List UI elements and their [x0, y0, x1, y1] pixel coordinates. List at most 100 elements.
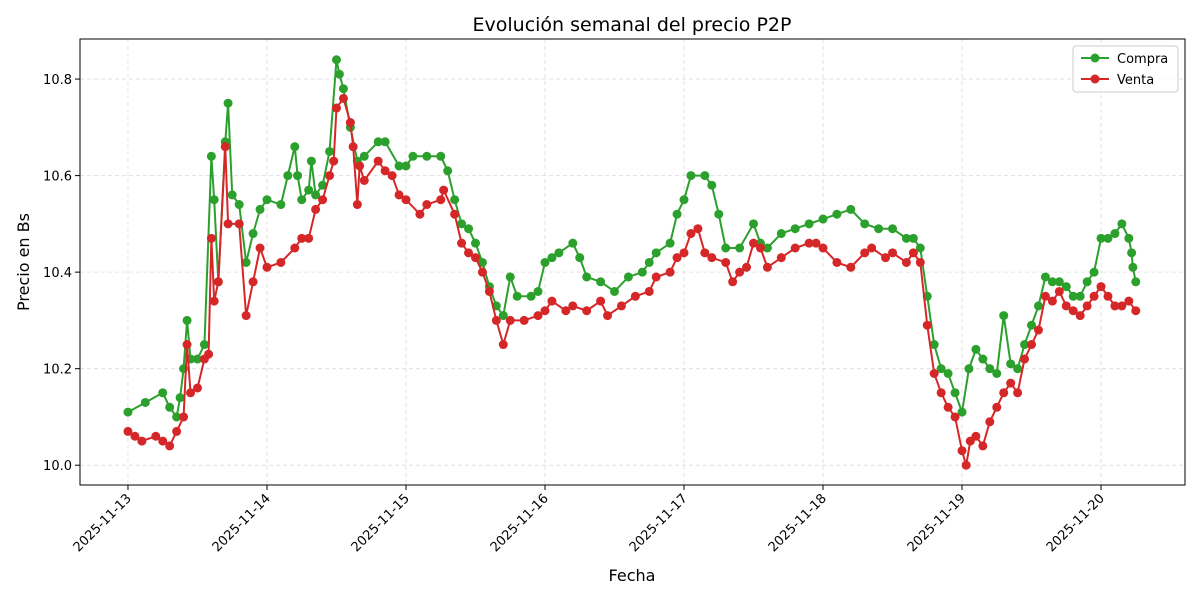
data-point-venta — [846, 262, 856, 272]
data-point-compra — [338, 84, 348, 94]
data-point-compra — [888, 224, 898, 234]
data-point-venta — [450, 209, 460, 219]
data-point-venta — [325, 171, 335, 181]
y-tick-label: 10.0 — [43, 459, 72, 474]
data-point-compra — [749, 219, 759, 229]
data-point-compra — [255, 204, 265, 214]
data-point-venta — [373, 156, 383, 166]
data-point-compra — [318, 180, 328, 190]
data-point-compra — [533, 286, 543, 296]
data-point-compra — [227, 190, 237, 200]
data-point-venta — [415, 209, 425, 219]
data-point-compra — [832, 209, 842, 219]
data-point-venta — [262, 262, 272, 272]
data-point-compra — [985, 364, 995, 374]
data-point-compra — [1110, 229, 1120, 239]
data-point-compra — [1131, 277, 1141, 287]
data-point-venta — [380, 166, 390, 176]
data-point-compra — [165, 402, 175, 412]
legend-label-compra: Compra — [1117, 52, 1168, 67]
data-point-venta — [582, 306, 592, 316]
data-point-compra — [978, 354, 988, 364]
data-point-venta — [721, 257, 731, 267]
data-point-venta — [158, 436, 168, 446]
data-point-compra — [992, 369, 1002, 378]
data-point-compra — [874, 224, 884, 234]
data-point-venta — [457, 238, 467, 248]
plot-frame — [79, 38, 1186, 486]
data-point-compra — [776, 229, 786, 239]
data-point-venta — [957, 446, 967, 456]
data-point-venta — [248, 277, 258, 287]
data-point-compra — [547, 253, 557, 263]
data-point-compra — [477, 257, 487, 267]
data-point-venta — [1068, 306, 1078, 316]
data-point-compra — [498, 311, 508, 321]
legend-marker-venta — [1090, 74, 1100, 84]
data-point-compra — [293, 171, 303, 181]
data-point-venta — [630, 291, 640, 301]
data-point-venta — [1117, 301, 1127, 311]
x-tick-label: 2025-11-20 — [1044, 491, 1108, 555]
data-point-venta — [209, 296, 219, 306]
data-point-venta — [387, 171, 397, 181]
data-point-venta — [213, 277, 223, 287]
data-point-compra — [686, 171, 696, 181]
chart-title: Evolución semanal del precio P2P — [473, 14, 792, 36]
data-point-venta — [1096, 282, 1106, 292]
data-point-compra — [554, 248, 564, 258]
data-point-compra — [540, 257, 550, 267]
data-point-venta — [1047, 296, 1057, 306]
data-point-venta — [672, 253, 682, 263]
data-point-compra — [206, 151, 216, 161]
data-point-compra — [172, 412, 182, 422]
data-point-venta — [241, 311, 251, 321]
data-point-compra — [1082, 277, 1092, 287]
data-point-compra — [818, 214, 828, 224]
data-point-venta — [651, 272, 661, 282]
data-point-compra — [422, 151, 432, 161]
y-tick-label: 10.8 — [43, 73, 72, 88]
data-point-venta — [860, 248, 870, 258]
data-point-venta — [329, 156, 339, 166]
data-point-venta — [742, 262, 752, 272]
data-point-venta — [484, 286, 494, 296]
data-point-compra — [311, 190, 321, 200]
data-point-venta — [464, 248, 474, 258]
data-point-compra — [140, 397, 150, 407]
data-point-compra — [290, 142, 300, 152]
data-point-venta — [971, 431, 981, 441]
series-line-compra — [127, 59, 1137, 420]
data-point-venta — [832, 257, 842, 267]
data-point-compra — [637, 267, 647, 277]
data-point-venta — [276, 257, 286, 267]
y-axis-label: Precio en Bs — [14, 213, 33, 311]
data-point-venta — [901, 257, 911, 267]
y-tick-label: 10.6 — [43, 170, 72, 185]
data-point-venta — [1020, 354, 1030, 364]
series-compra — [123, 55, 1141, 422]
data-point-venta — [881, 253, 891, 263]
data-point-compra — [283, 171, 293, 181]
data-point-venta — [519, 315, 529, 325]
data-point-venta — [470, 253, 480, 263]
data-point-compra — [1033, 301, 1043, 311]
data-point-venta — [1054, 286, 1064, 296]
data-point-compra — [1124, 233, 1134, 243]
data-point-compra — [575, 253, 585, 263]
data-point-venta — [679, 248, 689, 258]
data-point-compra — [1047, 277, 1057, 287]
data-point-venta — [1027, 340, 1037, 350]
data-point-venta — [700, 248, 710, 258]
data-point-compra — [1040, 272, 1050, 282]
y-tick-label: 10.4 — [43, 266, 72, 281]
data-point-venta — [422, 200, 432, 210]
data-point-venta — [867, 243, 877, 253]
data-point-compra — [735, 243, 745, 253]
data-point-venta — [223, 219, 233, 229]
data-point-compra — [234, 200, 244, 210]
data-point-compra — [436, 151, 446, 161]
data-point-venta — [908, 248, 918, 258]
data-point-venta — [498, 340, 508, 350]
data-point-compra — [609, 286, 619, 296]
